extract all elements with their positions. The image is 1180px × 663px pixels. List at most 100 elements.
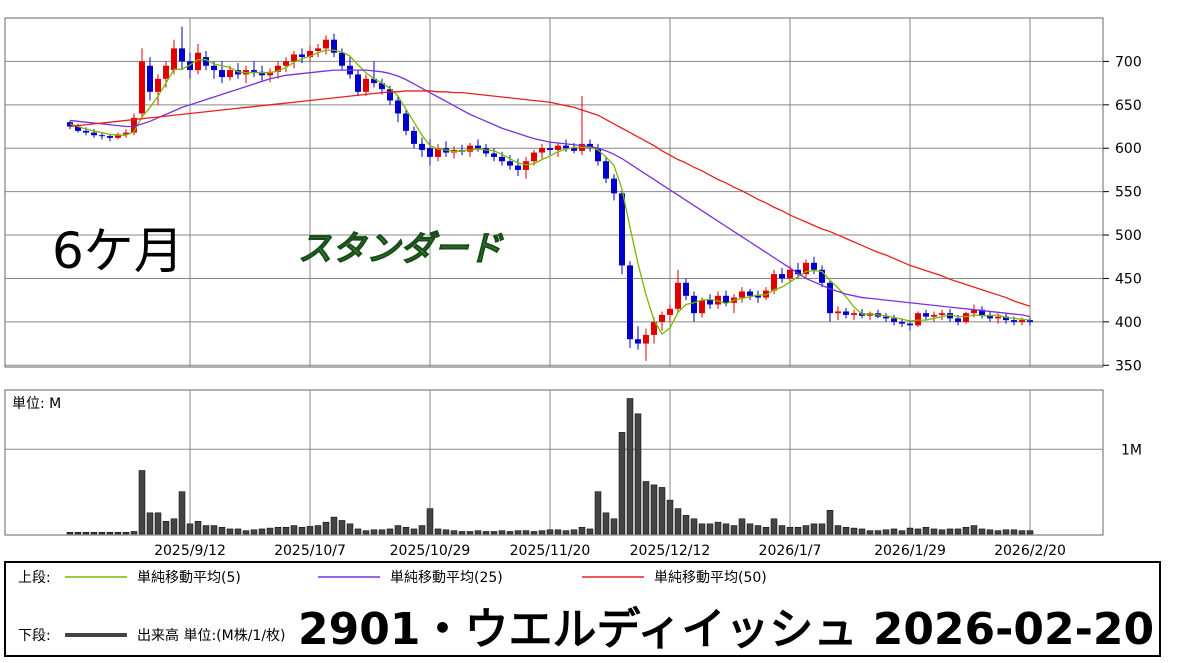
volume-bar <box>146 512 154 535</box>
volume-bar <box>250 529 258 535</box>
volume-bar <box>674 508 682 535</box>
candle-body <box>419 143 425 150</box>
volume-bar <box>738 518 746 535</box>
candle-body <box>523 161 529 170</box>
volume-bar <box>258 528 266 535</box>
volume-bar <box>706 523 714 535</box>
candle-body <box>555 145 561 150</box>
volume-bar <box>834 525 842 535</box>
y-tick-label: 550 <box>1115 185 1142 201</box>
volume-bar <box>682 515 690 535</box>
candle-body <box>971 309 977 314</box>
x-tick-label: 2025/10/7 <box>274 543 346 559</box>
volume-bar <box>90 532 98 535</box>
candle-body <box>947 313 953 319</box>
volume-bar <box>338 520 346 535</box>
volume-bar <box>858 528 866 535</box>
volume-bar <box>506 531 514 535</box>
volume-bar <box>730 525 738 535</box>
volume-bar <box>610 518 618 535</box>
candle-body <box>195 52 201 71</box>
volume-bar <box>386 528 394 535</box>
volume-bar <box>786 526 794 535</box>
candle-body <box>611 178 617 194</box>
y-tick-label: 700 <box>1115 54 1142 70</box>
candle-body <box>91 132 97 136</box>
legend-upper-label: 上段: <box>18 570 51 586</box>
candle-body <box>715 295 721 305</box>
candle-body <box>891 318 897 322</box>
volume-bar <box>186 523 194 535</box>
volume-bar <box>138 470 146 535</box>
volume-bar <box>802 525 810 535</box>
candle-body <box>131 117 137 133</box>
market-label: スタンダード <box>298 229 504 269</box>
candle-body <box>843 311 849 315</box>
volume-bar <box>234 528 242 535</box>
candle-body <box>491 153 497 157</box>
candle-body <box>755 295 761 298</box>
moving-average-line <box>69 69 1031 318</box>
volume-bar <box>562 530 570 535</box>
candle-body <box>547 148 553 150</box>
candle-body <box>379 83 385 90</box>
candle-body <box>571 148 577 151</box>
volume-bar <box>882 529 890 535</box>
y-tick-label: 600 <box>1115 141 1142 157</box>
volume-bar <box>226 528 234 535</box>
volume-bar <box>490 531 498 535</box>
volume-bar <box>890 528 898 535</box>
candle-body <box>651 321 657 335</box>
volume-bar <box>466 531 474 535</box>
volume-bar <box>906 527 914 535</box>
candle-body <box>259 71 265 76</box>
period-label: 6ケ月 <box>52 222 184 280</box>
candle-body <box>763 290 769 298</box>
candle-body <box>627 265 633 340</box>
volume-bar <box>946 528 954 535</box>
candle-body <box>171 48 177 71</box>
unit-label: 単位: M <box>12 396 61 412</box>
x-tick-label: 2026/1/29 <box>874 543 946 559</box>
candle-body <box>155 78 161 92</box>
volume-bar <box>746 523 754 535</box>
volume-bar <box>634 413 642 535</box>
x-tick-label: 2025/9/12 <box>154 543 226 559</box>
candle-body <box>163 65 169 79</box>
volume-bar <box>650 484 658 535</box>
candle-body <box>811 262 817 270</box>
candle-body <box>915 313 921 326</box>
volume-bar <box>218 526 226 535</box>
volume-bar <box>474 530 482 535</box>
y-tick-label: 400 <box>1115 315 1142 331</box>
candle-body <box>83 130 89 133</box>
moving-average-line <box>69 49 1031 335</box>
volume-bar <box>266 527 274 535</box>
volume-bar <box>498 530 506 535</box>
candle-body <box>147 65 153 92</box>
volume-bar <box>154 512 162 535</box>
volume-bar <box>874 530 882 535</box>
candle-body <box>475 145 481 149</box>
candle-body <box>435 148 441 157</box>
volume-bar <box>850 527 858 535</box>
volume-bar <box>130 531 138 535</box>
candle-body <box>75 126 81 131</box>
candle-body <box>699 300 705 314</box>
volume-bar <box>370 529 378 535</box>
volume-bar <box>626 398 634 535</box>
volume-bar <box>426 508 434 535</box>
candle-body <box>139 61 145 114</box>
volume-bar <box>290 525 298 535</box>
candle-body <box>227 70 233 78</box>
volume-bar <box>930 528 938 535</box>
candle-body <box>483 148 489 154</box>
volume-bar <box>354 528 362 535</box>
volume-bar <box>826 510 834 535</box>
candle-body <box>395 100 401 114</box>
candle-body <box>643 334 649 344</box>
volume-bar <box>994 530 1002 535</box>
volume-bar <box>602 512 610 535</box>
volume-bar <box>362 530 370 535</box>
